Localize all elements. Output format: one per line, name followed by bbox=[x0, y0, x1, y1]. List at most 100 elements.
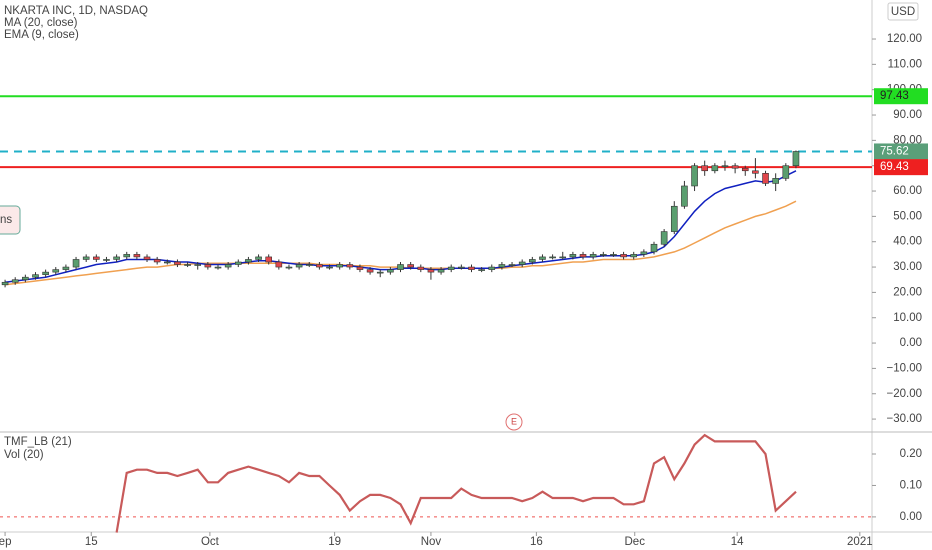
price-level-tag bbox=[874, 159, 928, 176]
candle-body bbox=[1, 281, 9, 286]
candle-body bbox=[650, 243, 658, 253]
candle-body bbox=[93, 256, 100, 260]
y-tick-label: 20.00 bbox=[893, 286, 922, 298]
candle-body bbox=[194, 264, 202, 266]
candle-body bbox=[42, 271, 49, 275]
candle-body bbox=[741, 167, 749, 172]
candle-body bbox=[701, 165, 708, 172]
candle-body bbox=[376, 271, 384, 274]
earnings-marker[interactable] bbox=[505, 413, 523, 431]
candle-body bbox=[285, 266, 293, 269]
price-level-label: 75.62 bbox=[880, 145, 909, 157]
candle-body bbox=[103, 259, 110, 261]
candle-body bbox=[82, 256, 90, 260]
chart-title: NKARTA INC, 1D, NASDAQ bbox=[4, 5, 148, 17]
candle-body bbox=[508, 264, 516, 266]
y-tick-label: 10.00 bbox=[893, 312, 922, 324]
y-tick-label: 120.00 bbox=[887, 33, 922, 45]
candle-body bbox=[539, 256, 546, 260]
candle-body bbox=[579, 254, 587, 258]
candle-body bbox=[518, 261, 526, 265]
candle-body bbox=[478, 269, 485, 271]
candle-body bbox=[265, 256, 272, 263]
y-tick-label: 30.00 bbox=[893, 261, 922, 273]
y-tick-label: 60.00 bbox=[893, 185, 922, 197]
y-tick-label: 110.00 bbox=[888, 58, 922, 70]
candle-body bbox=[255, 256, 262, 260]
candle-body bbox=[204, 264, 212, 268]
cut-label: ns bbox=[0, 214, 12, 226]
candle-body bbox=[214, 266, 222, 269]
candle-body bbox=[458, 266, 465, 269]
candle-body bbox=[356, 266, 364, 270]
candle-body bbox=[589, 254, 597, 258]
candle-body bbox=[488, 266, 496, 270]
x-tick-label: Dec bbox=[625, 536, 646, 548]
candle-body bbox=[366, 269, 374, 273]
x-tick-label: 14 bbox=[731, 536, 744, 548]
candle-body bbox=[326, 266, 333, 269]
candle-body bbox=[640, 251, 648, 255]
price-level-tag bbox=[874, 143, 928, 160]
candle-body bbox=[660, 231, 668, 245]
earnings-label: E bbox=[511, 416, 517, 426]
candle-body bbox=[397, 264, 404, 270]
candle-body bbox=[275, 261, 283, 268]
candle-body bbox=[792, 151, 800, 167]
candle-body bbox=[782, 165, 790, 179]
currency: USD bbox=[891, 6, 915, 18]
candle-body bbox=[72, 259, 80, 268]
price-level-label: 97.43 bbox=[880, 90, 909, 102]
candle-body bbox=[305, 264, 313, 266]
candle-body bbox=[772, 178, 779, 184]
candle-body bbox=[11, 279, 19, 283]
candle-body bbox=[711, 165, 719, 172]
candle-body bbox=[234, 261, 242, 265]
candle-body bbox=[630, 254, 638, 258]
candle-body bbox=[681, 185, 688, 207]
x-tick-label: 19 bbox=[328, 536, 341, 548]
y-tick-label: 80.00 bbox=[893, 134, 922, 146]
legend-ema: EMA (9, close) bbox=[4, 29, 79, 41]
y-tick-label: 50.00 bbox=[893, 210, 922, 222]
candle-body bbox=[447, 266, 455, 270]
candle-body bbox=[600, 254, 607, 256]
x-tick-label: ep bbox=[0, 536, 11, 548]
volume-name: Vol (20) bbox=[4, 449, 44, 461]
candle-body bbox=[569, 254, 577, 258]
candle-body bbox=[336, 264, 343, 268]
candle-body bbox=[113, 256, 120, 260]
x-tick-label: Oct bbox=[201, 536, 220, 548]
candle-body bbox=[752, 170, 759, 174]
y-tick-label: 40.00 bbox=[893, 236, 922, 248]
candle-body bbox=[62, 266, 70, 270]
price-level-tag bbox=[874, 88, 928, 105]
candle-body bbox=[52, 269, 60, 273]
candle-body bbox=[295, 264, 303, 268]
candle-body bbox=[143, 256, 151, 260]
candle-body bbox=[437, 269, 445, 273]
candle-body bbox=[691, 165, 698, 187]
candle-body bbox=[468, 266, 475, 270]
candle-body bbox=[498, 264, 506, 268]
candle-body bbox=[762, 173, 769, 184]
candle-body bbox=[387, 269, 394, 273]
currency-box[interactable] bbox=[887, 2, 919, 21]
legend-ma: MA (20, close) bbox=[4, 17, 78, 29]
x-tick-label: Nov bbox=[421, 536, 442, 548]
candle-body bbox=[133, 254, 141, 258]
indicator-name: TMF_LB (21) bbox=[4, 436, 72, 448]
series-line bbox=[115, 433, 797, 533]
y-tick-label: 90.00 bbox=[893, 109, 922, 121]
candle-body bbox=[427, 269, 435, 273]
y-tick-label: −20.00 bbox=[887, 388, 923, 400]
candle-body bbox=[417, 266, 425, 270]
candle-body bbox=[22, 276, 29, 281]
candle-body bbox=[174, 261, 181, 265]
y-tick-label: 0.00 bbox=[900, 337, 922, 349]
x-tick-label: 16 bbox=[530, 536, 543, 548]
candle-body bbox=[123, 254, 131, 258]
candle-body bbox=[620, 254, 627, 258]
